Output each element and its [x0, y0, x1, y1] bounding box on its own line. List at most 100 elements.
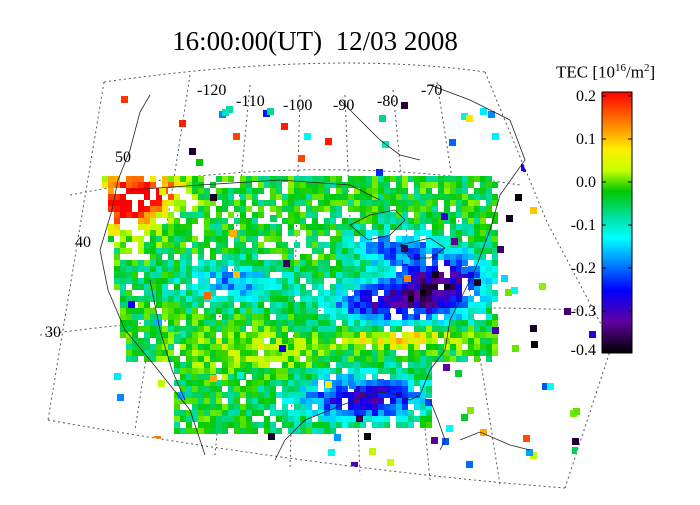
tec-pixel: [144, 320, 150, 326]
tec-pixel: [426, 212, 432, 218]
tec-pixel: [420, 356, 426, 362]
tec-pixel: [318, 404, 324, 410]
tec-pixel: [204, 374, 210, 380]
tec-pixel: [198, 398, 204, 404]
tec-pixel: [216, 428, 222, 434]
tec-pixel: [414, 404, 420, 410]
tec-pixel: [366, 284, 372, 290]
tec-pixel: [486, 224, 492, 230]
tec-pixel: [396, 338, 402, 344]
tec-pixel: [204, 260, 210, 266]
tec-pixel: [306, 290, 312, 296]
tec-pixel: [342, 332, 348, 338]
tec-pixel: [420, 290, 426, 296]
tec-pixel: [372, 380, 378, 386]
tec-pixel: [126, 350, 132, 356]
tec-pixel: [288, 374, 294, 380]
tec-pixel: [366, 398, 372, 404]
tec-pixel: [234, 392, 240, 398]
tec-pixel: [420, 182, 426, 188]
tec-pixel: [198, 362, 204, 368]
tec-pixel: [480, 248, 486, 254]
tec-pixel: [306, 392, 312, 398]
tec-pixel: [252, 188, 258, 194]
tec-pixel: [222, 302, 228, 308]
tec-pixel: [222, 368, 228, 374]
tec-pixel: [426, 344, 432, 350]
tec-pixel: [204, 344, 210, 350]
tec-pixel: [150, 236, 156, 242]
tec-pixel: [324, 398, 330, 404]
tec-pixel: [390, 212, 396, 218]
tec-pixel: [438, 320, 444, 326]
tec-pixel: [360, 284, 366, 290]
tec-pixel: [455, 370, 462, 377]
tec-pixel: [456, 254, 462, 260]
tec-pixel: [186, 218, 192, 224]
tec-pixel: [330, 206, 336, 212]
tec-pixel: [270, 278, 276, 284]
tec-pixel: [210, 356, 216, 362]
tec-pixel: [515, 194, 522, 201]
tec-pixel: [150, 200, 156, 206]
tec-pixel: [402, 308, 408, 314]
tec-pixel: [318, 230, 324, 236]
tec-pixel: [486, 242, 492, 248]
tec-pixel: [252, 404, 258, 410]
tec-pixel: [174, 314, 180, 320]
tec-pixel: [330, 296, 336, 302]
tec-pixel: [324, 260, 330, 266]
tec-pixel: [237, 372, 244, 379]
tec-pixel: [354, 248, 360, 254]
tec-pixel: [288, 416, 294, 422]
tec-pixel: [318, 410, 324, 416]
tec-pixel: [408, 194, 414, 200]
tec-pixel: [252, 284, 258, 290]
tec-pixel: [354, 338, 360, 344]
tec-pixel: [240, 290, 246, 296]
tec-pixel: [204, 386, 210, 392]
tec-pixel: [348, 308, 354, 314]
tec-pixel: [240, 362, 246, 368]
tec-pixel: [186, 176, 192, 182]
tec-pixel: [108, 236, 114, 242]
tec-pixel: [330, 398, 336, 404]
tec-pixel: [312, 182, 318, 188]
tec-pixel: [300, 194, 306, 200]
tec-pixel: [408, 302, 414, 308]
tec-pixel: [420, 254, 426, 260]
tec-pixel: [450, 290, 456, 296]
tec-pixel: [432, 314, 438, 320]
tec-pixel: [366, 308, 372, 314]
tec-pixel: [426, 290, 432, 296]
tec-pixel: [354, 284, 360, 290]
tec-pixel: [240, 182, 246, 188]
tec-pixel: [228, 338, 234, 344]
tec-pixel: [348, 218, 354, 224]
tec-pixel: [288, 428, 294, 434]
tec-pixel: [318, 320, 324, 326]
tec-pixel: [132, 272, 138, 278]
tec-pixel: [186, 284, 192, 290]
tec-pixel: [474, 332, 480, 338]
tec-pixel: [226, 106, 233, 113]
tec-pixel: [366, 230, 372, 236]
tec-pixel: [228, 368, 234, 374]
tec-pixel: [330, 176, 336, 182]
tec-pixel: [462, 272, 468, 278]
tec-pixel: [462, 260, 468, 266]
tec-pixel: [402, 218, 408, 224]
tec-pixel: [246, 416, 252, 422]
tec-pixel: [234, 380, 240, 386]
tec-pixel: [162, 314, 168, 320]
tec-pixel: [162, 230, 168, 236]
tec-pixel: [222, 350, 228, 356]
tec-pixel: [324, 368, 330, 374]
tec-pixel: [425, 399, 432, 406]
tec-pixel: [180, 236, 186, 242]
tec-pixel: [234, 314, 240, 320]
tec-pixel: [174, 308, 180, 314]
tec-pixel: [240, 272, 246, 278]
tec-pixel: [450, 254, 456, 260]
tec-pixel: [156, 332, 162, 338]
